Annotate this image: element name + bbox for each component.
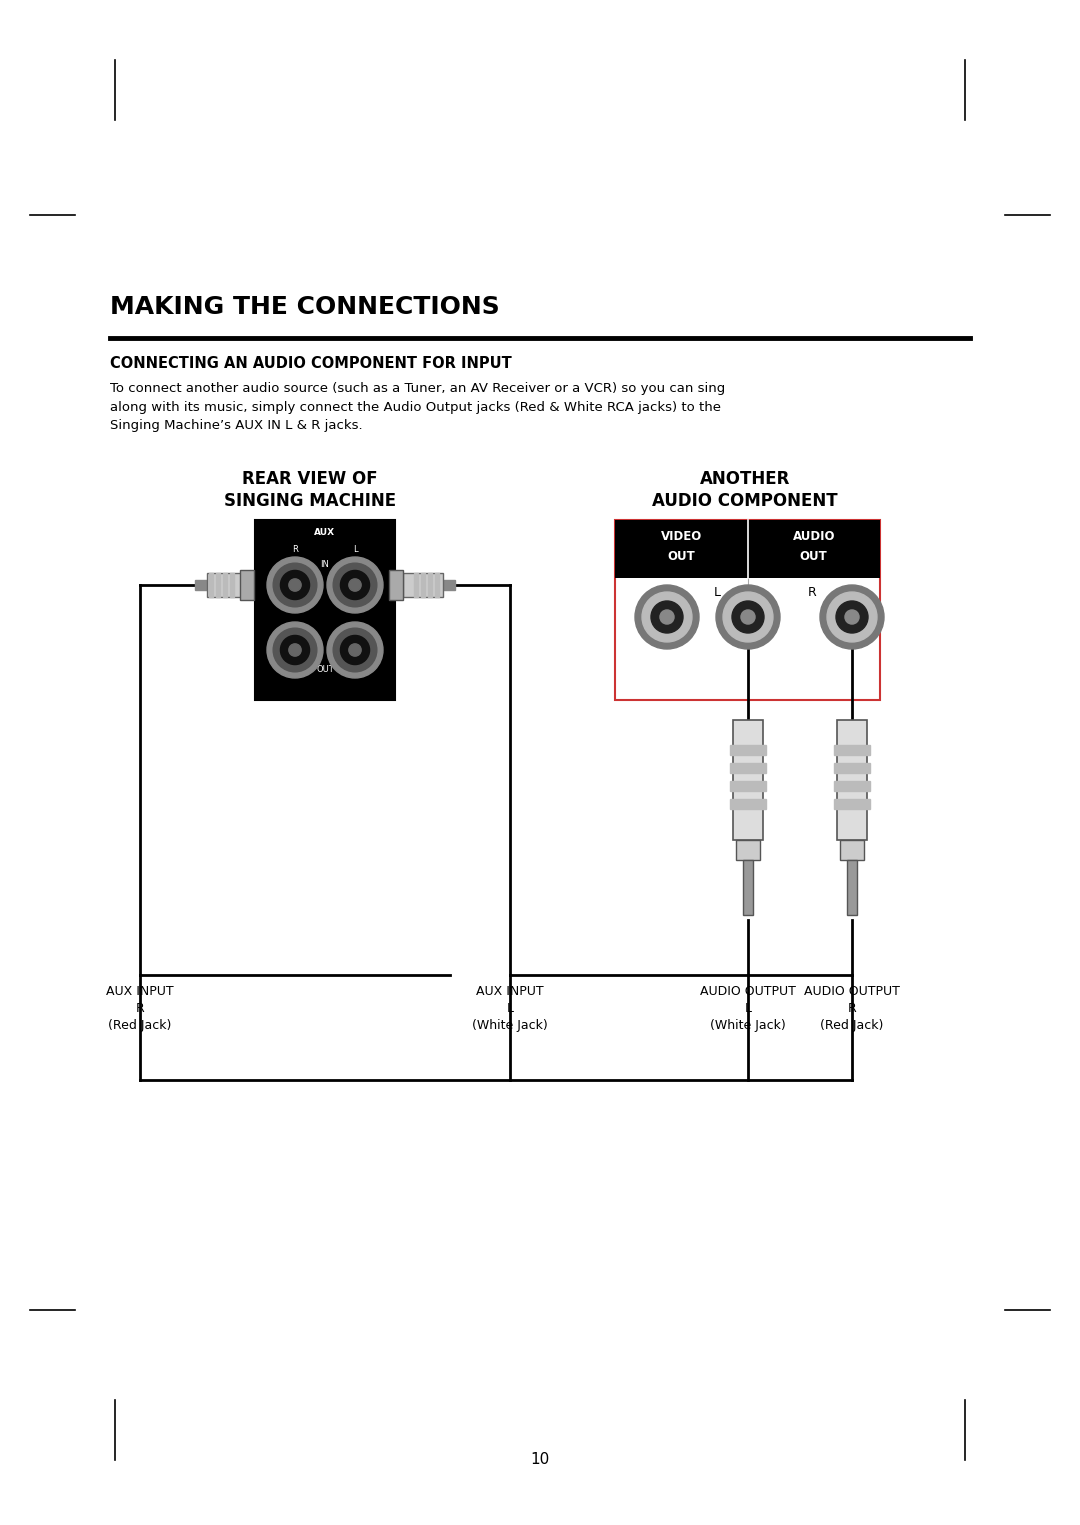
Bar: [435, 573, 438, 596]
Circle shape: [267, 557, 323, 613]
Text: L: L: [353, 544, 357, 554]
Text: AUDIO OUTPUT
L
(White Jack): AUDIO OUTPUT L (White Jack): [700, 985, 796, 1032]
Bar: [615, 520, 880, 578]
Bar: [255, 520, 395, 700]
Circle shape: [340, 636, 369, 665]
Text: OUT: OUT: [316, 665, 334, 674]
Bar: [230, 573, 234, 596]
Circle shape: [635, 586, 699, 650]
Bar: [834, 746, 870, 755]
Bar: [840, 840, 864, 860]
Text: To connect another audio source (such as a Tuner, an AV Receiver or a VCR) so yo: To connect another audio source (such as…: [110, 381, 726, 432]
Text: VIDEO: VIDEO: [661, 531, 702, 543]
Circle shape: [327, 557, 383, 613]
Text: AUX INPUT
L
(White Jack): AUX INPUT L (White Jack): [472, 985, 548, 1032]
Bar: [847, 860, 858, 915]
Circle shape: [281, 570, 310, 599]
Circle shape: [845, 610, 859, 624]
Bar: [834, 799, 870, 808]
Bar: [240, 570, 254, 599]
Bar: [837, 720, 867, 840]
Bar: [403, 573, 443, 596]
Circle shape: [288, 644, 301, 656]
Bar: [730, 762, 766, 773]
Text: R: R: [292, 544, 298, 554]
Text: IN: IN: [321, 560, 329, 569]
Circle shape: [288, 580, 301, 592]
Bar: [730, 781, 766, 791]
Bar: [421, 573, 426, 596]
Bar: [730, 799, 766, 808]
Circle shape: [827, 592, 877, 642]
Circle shape: [340, 570, 369, 599]
Bar: [428, 573, 432, 596]
Text: AUDIO COMPONENT: AUDIO COMPONENT: [652, 493, 838, 509]
Circle shape: [716, 586, 780, 650]
Text: MAKING THE CONNECTIONS: MAKING THE CONNECTIONS: [110, 294, 500, 319]
Bar: [414, 573, 418, 596]
Text: SINGING MACHINE: SINGING MACHINE: [224, 493, 396, 509]
Bar: [735, 840, 760, 860]
Circle shape: [327, 622, 383, 679]
Circle shape: [660, 610, 674, 624]
Circle shape: [651, 601, 683, 633]
Bar: [743, 860, 753, 915]
Bar: [834, 781, 870, 791]
Bar: [207, 573, 247, 596]
Text: L: L: [714, 586, 721, 599]
Text: AUDIO: AUDIO: [793, 531, 835, 543]
Bar: [730, 746, 766, 755]
Bar: [834, 762, 870, 773]
Circle shape: [281, 636, 310, 665]
Circle shape: [333, 563, 377, 607]
Bar: [222, 573, 227, 596]
Text: 10: 10: [530, 1452, 550, 1467]
Circle shape: [741, 610, 755, 624]
Text: R: R: [808, 586, 816, 599]
Text: OUT: OUT: [667, 551, 696, 563]
Bar: [216, 573, 220, 596]
Circle shape: [349, 580, 361, 592]
Circle shape: [267, 622, 323, 679]
Text: AUX INPUT
R
(Red Jack): AUX INPUT R (Red Jack): [106, 985, 174, 1032]
Text: OUT: OUT: [800, 551, 827, 563]
Text: ANOTHER: ANOTHER: [700, 470, 791, 488]
Circle shape: [273, 628, 316, 673]
Bar: [195, 580, 207, 590]
Text: AUDIO OUTPUT
R
(Red Jack): AUDIO OUTPUT R (Red Jack): [805, 985, 900, 1032]
Bar: [443, 580, 455, 590]
Bar: [389, 570, 403, 599]
Circle shape: [273, 563, 316, 607]
Bar: [615, 520, 880, 700]
Circle shape: [723, 592, 773, 642]
Circle shape: [732, 601, 764, 633]
Circle shape: [349, 644, 361, 656]
Circle shape: [642, 592, 692, 642]
Text: CONNECTING AN AUDIO COMPONENT FOR INPUT: CONNECTING AN AUDIO COMPONENT FOR INPUT: [110, 355, 512, 371]
Circle shape: [820, 586, 885, 650]
Bar: [733, 720, 762, 840]
Text: AUX: AUX: [314, 528, 336, 537]
Bar: [210, 573, 213, 596]
Circle shape: [333, 628, 377, 673]
Text: REAR VIEW OF: REAR VIEW OF: [242, 470, 378, 488]
Circle shape: [836, 601, 868, 633]
